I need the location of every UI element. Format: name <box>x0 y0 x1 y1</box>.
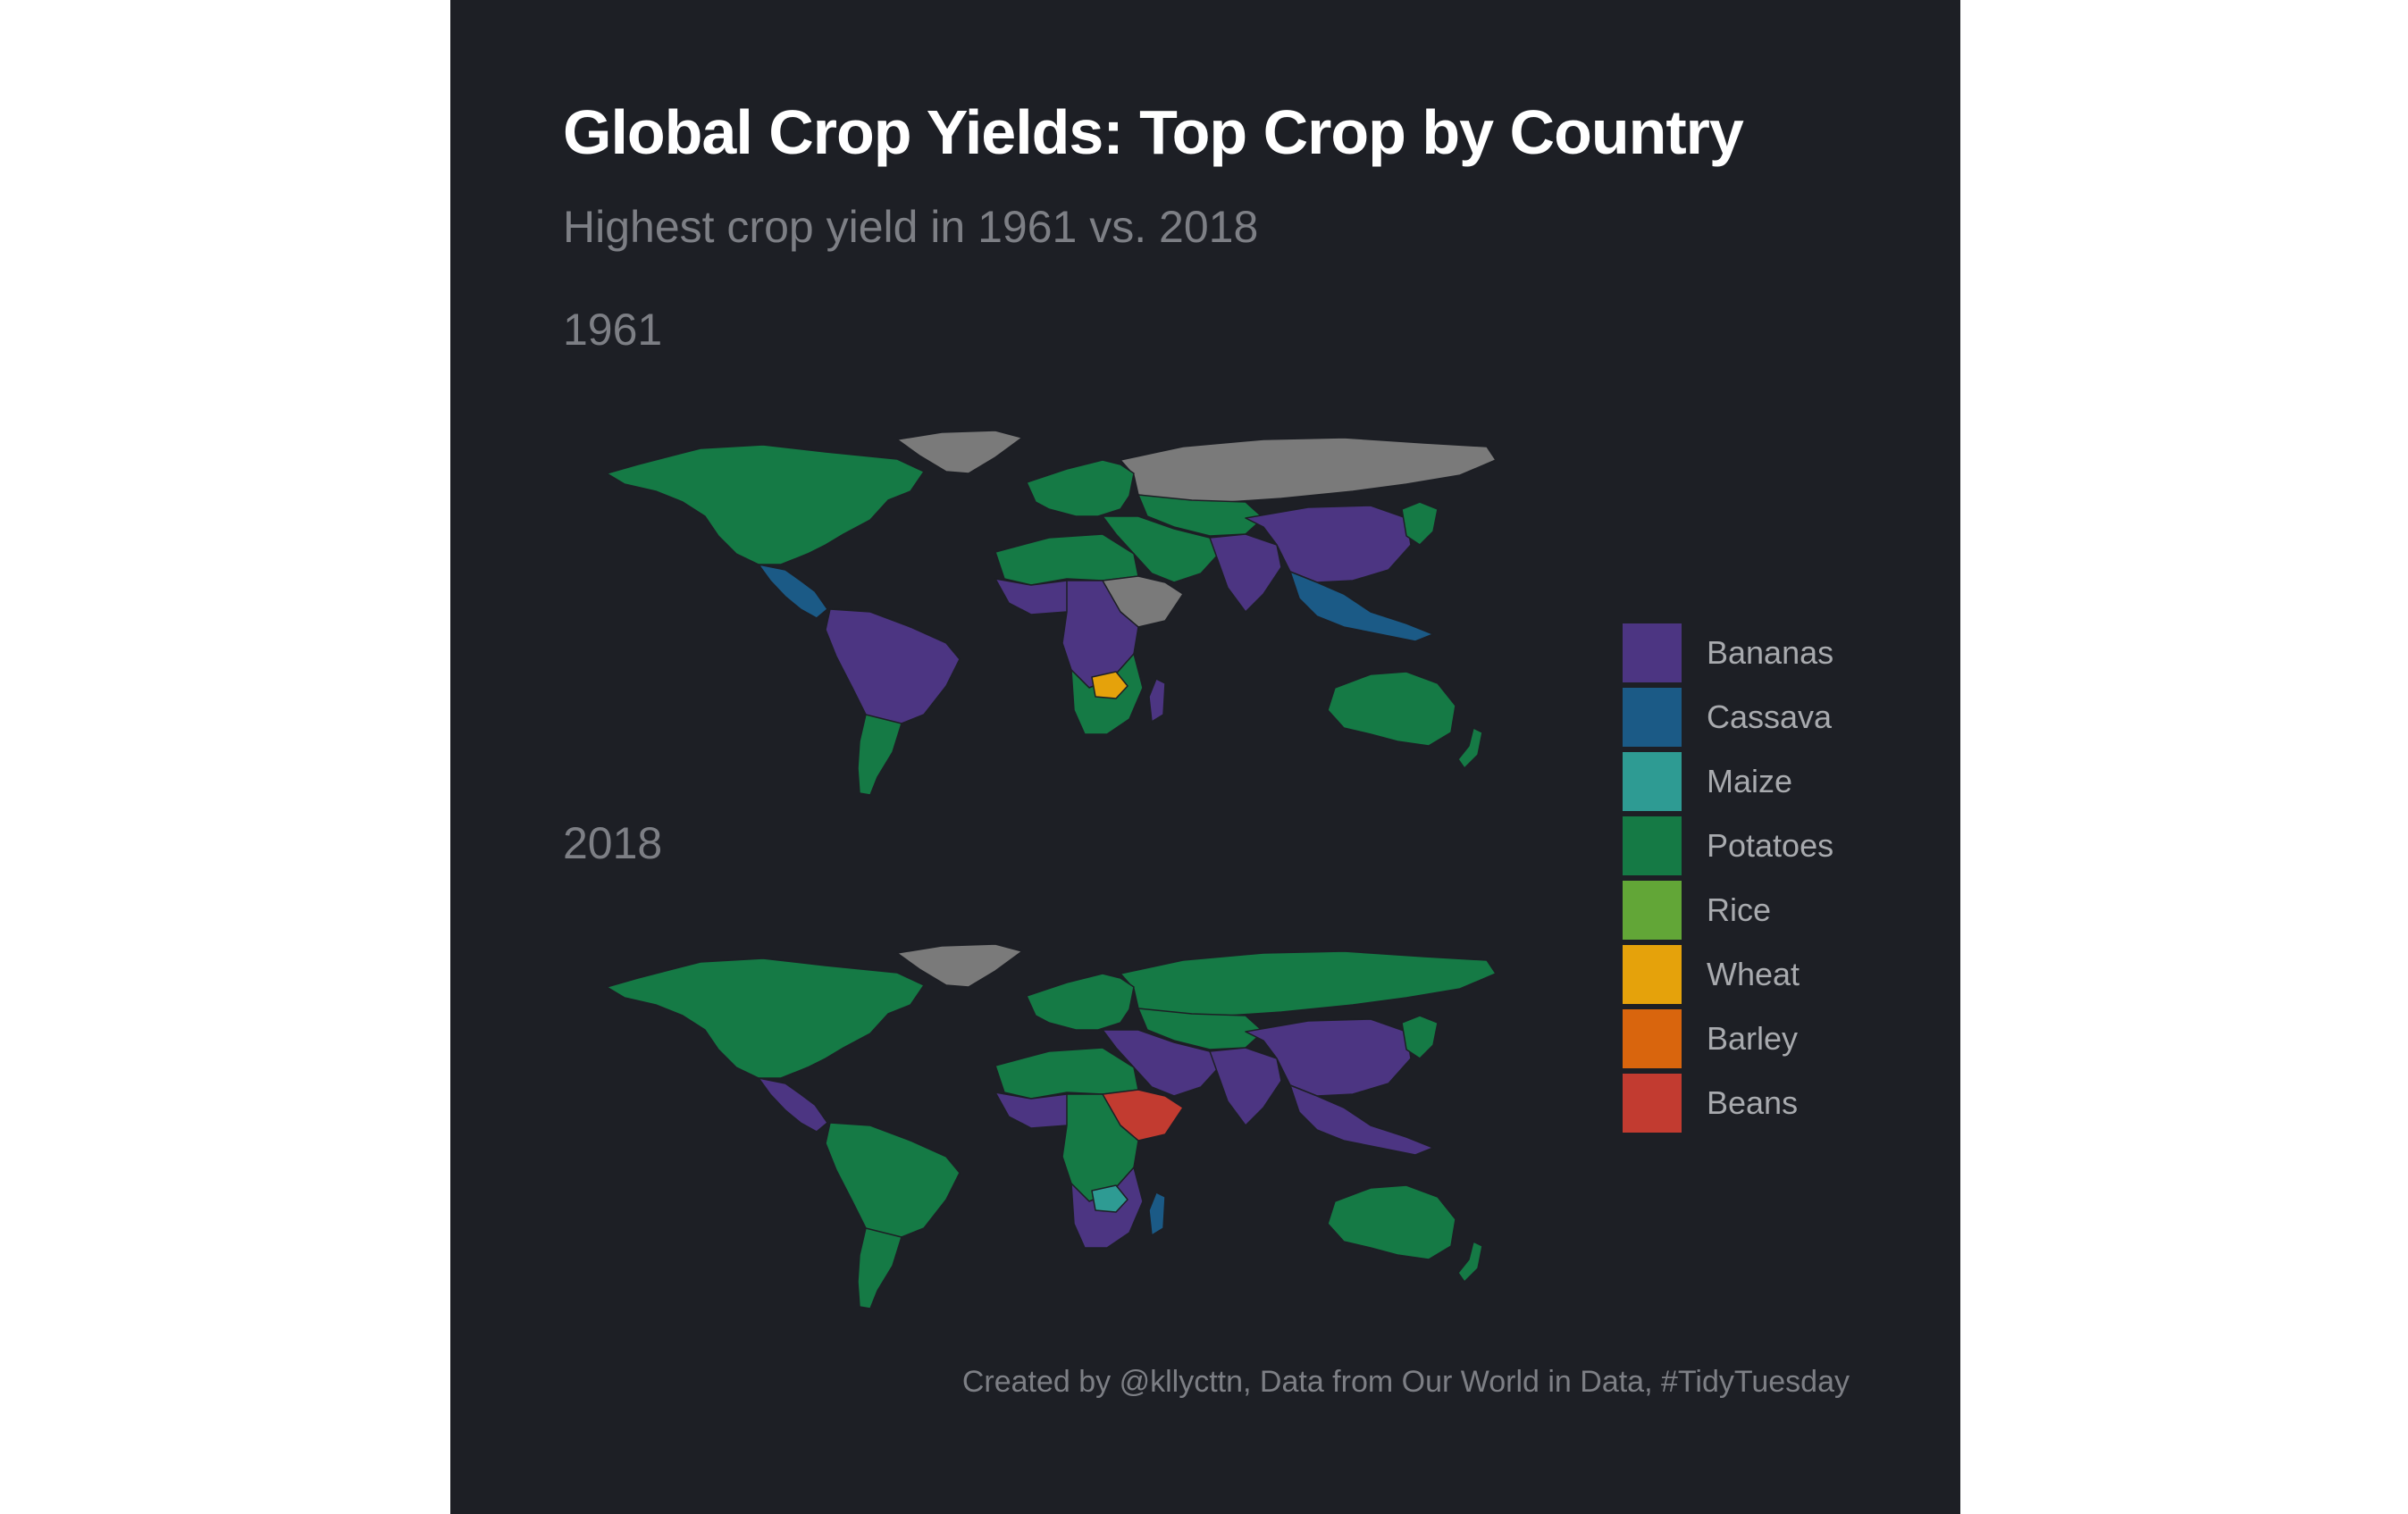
world-map-2018 <box>606 943 1497 1309</box>
region-zimbabwe <box>1091 671 1128 699</box>
legend-item-bananas: Bananas <box>1623 623 1891 682</box>
region-north-america <box>606 958 925 1079</box>
region-europe <box>1026 459 1135 517</box>
region-south-asia <box>1209 533 1282 613</box>
region-russia <box>1120 437 1497 503</box>
legend-swatch <box>1623 1009 1682 1068</box>
legend-item-cassava: Cassava <box>1623 688 1891 747</box>
legend-label: Wheat <box>1707 956 1800 992</box>
caption: Created by @kllycttn, Data from Our Worl… <box>961 1365 1850 1399</box>
region-new-zealand <box>1457 1241 1483 1283</box>
region-central-america <box>758 1077 828 1133</box>
region-south-asia <box>1209 1047 1282 1126</box>
region-southeast-asia <box>1289 571 1434 642</box>
region-middle-east <box>1102 515 1220 583</box>
legend-item-rice: Rice <box>1623 881 1891 940</box>
legend-swatch <box>1623 623 1682 682</box>
region-greenland <box>896 943 1023 988</box>
legend-label: Potatoes <box>1707 827 1834 864</box>
region-china <box>1245 1018 1412 1097</box>
chart-panel: Global Crop Yields: Top Crop by Country … <box>450 0 1960 1514</box>
region-central-america <box>758 564 828 619</box>
legend-label: Maize <box>1707 763 1793 799</box>
legend-swatch <box>1623 1074 1682 1133</box>
region-australia <box>1327 1184 1456 1260</box>
legend-item-maize: Maize <box>1623 752 1891 811</box>
region-zimbabwe <box>1091 1184 1128 1213</box>
region-japan-korea <box>1401 1015 1439 1059</box>
region-madagascar <box>1148 678 1166 723</box>
year-label-2018: 2018 <box>563 818 663 868</box>
legend-label: Cassava <box>1707 698 1833 735</box>
chart-subtitle: Highest crop yield in 1961 vs. 2018 <box>563 202 1259 252</box>
region-north-america <box>606 444 925 565</box>
region-south-america <box>825 608 961 729</box>
region-north-africa <box>994 1047 1139 1100</box>
legend-item-barley: Barley <box>1623 1009 1891 1068</box>
region-new-zealand <box>1457 727 1483 769</box>
legend-swatch <box>1623 881 1682 940</box>
region-australia <box>1327 671 1456 747</box>
legend-item-potatoes: Potatoes <box>1623 816 1891 875</box>
region-north-africa <box>994 533 1139 586</box>
legend-swatch <box>1623 752 1682 811</box>
region-japan-korea <box>1401 501 1439 546</box>
region-middle-east <box>1102 1029 1220 1097</box>
region-russia <box>1120 950 1497 1016</box>
chart-title: Global Crop Yields: Top Crop by Country <box>563 97 1744 167</box>
legend-label: Barley <box>1707 1020 1799 1057</box>
legend-swatch <box>1623 945 1682 1004</box>
region-southeast-asia <box>1289 1084 1434 1156</box>
world-map-1961 <box>606 430 1497 796</box>
region-greenland <box>896 430 1023 474</box>
legend-item-wheat: Wheat <box>1623 945 1891 1004</box>
legend-label: Beans <box>1707 1084 1799 1121</box>
legend-label: Bananas <box>1707 634 1834 671</box>
legend-swatch <box>1623 688 1682 747</box>
region-europe <box>1026 973 1135 1031</box>
legend-swatch <box>1623 816 1682 875</box>
legend-label: Rice <box>1707 891 1772 928</box>
region-south-america-south <box>857 1227 902 1309</box>
region-madagascar <box>1148 1192 1166 1236</box>
region-south-america <box>825 1122 961 1242</box>
year-label-1961: 1961 <box>563 305 663 355</box>
legend-item-beans: Beans <box>1623 1074 1891 1133</box>
region-china <box>1245 505 1412 583</box>
region-south-america-south <box>857 714 902 796</box>
